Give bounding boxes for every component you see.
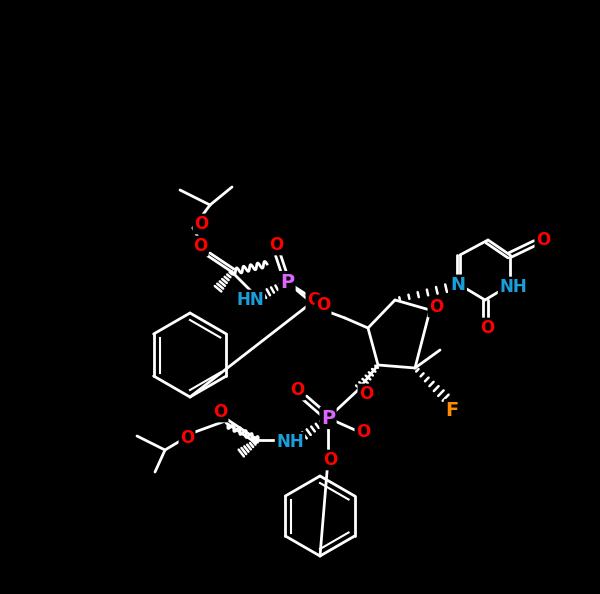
- Text: O: O: [316, 296, 330, 314]
- Text: O: O: [307, 291, 321, 309]
- Text: F: F: [445, 400, 458, 419]
- Text: O: O: [193, 237, 207, 255]
- Text: O: O: [180, 429, 194, 447]
- Text: P: P: [280, 273, 294, 292]
- Text: O: O: [323, 451, 337, 469]
- Text: O: O: [429, 298, 443, 316]
- Text: N: N: [451, 276, 466, 294]
- Text: O: O: [269, 236, 283, 254]
- Text: O: O: [213, 403, 227, 421]
- Text: O: O: [536, 231, 550, 249]
- Text: O: O: [359, 385, 373, 403]
- Text: P: P: [321, 409, 335, 428]
- Text: O: O: [290, 381, 304, 399]
- Text: NH: NH: [499, 278, 527, 296]
- Text: O: O: [356, 423, 370, 441]
- Text: NH: NH: [276, 433, 304, 451]
- Text: O: O: [480, 319, 494, 337]
- Text: HN: HN: [236, 291, 264, 309]
- Text: O: O: [194, 215, 208, 233]
